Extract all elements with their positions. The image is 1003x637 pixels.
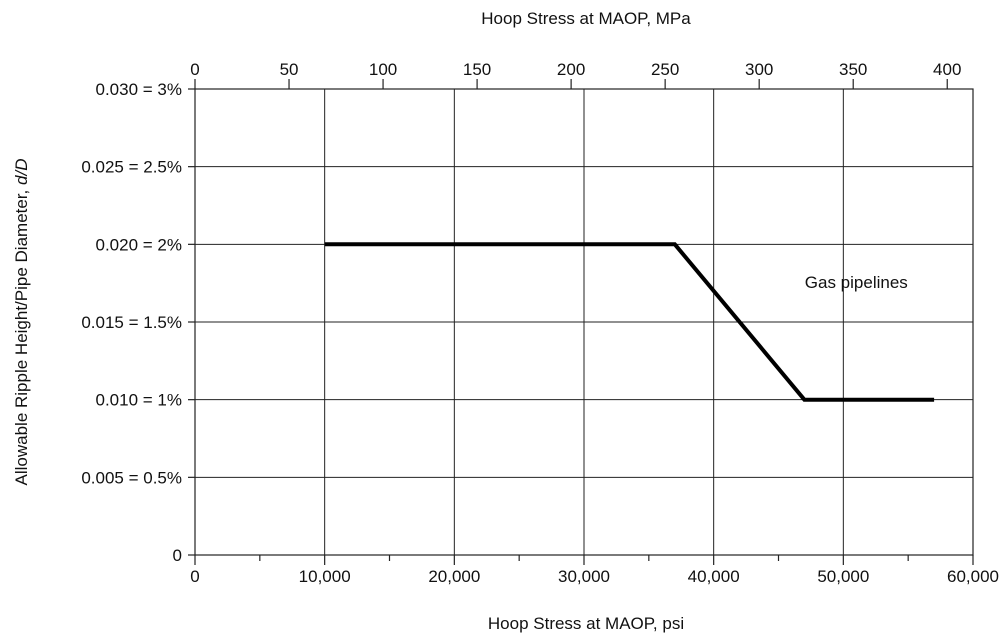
- x-top-tick-label: 100: [369, 60, 397, 79]
- y-tick-label: 0.005 = 0.5%: [81, 468, 182, 487]
- x-bottom-tick-label: 50,000: [817, 567, 869, 586]
- x-top-tick-label: 250: [651, 60, 679, 79]
- y-axis-title: Allowable Ripple Height/Pipe Diameter, d…: [12, 159, 31, 486]
- x-top-tick-label: 200: [557, 60, 585, 79]
- x-top-tick-label: 150: [463, 60, 491, 79]
- y-tick-label: 0.030 = 3%: [96, 80, 183, 99]
- x-bottom-tick-label: 30,000: [558, 567, 610, 586]
- tick-labels: 0 10,000 20,000 30,000 40,000 50,000 60,000 0 0.…: [81, 60, 999, 586]
- x-top-tick-label: 350: [839, 60, 867, 79]
- x-top-tick-label: 400: [933, 60, 961, 79]
- x-bottom-tick-label: 0: [190, 567, 199, 586]
- x-top-tick-label: 300: [745, 60, 773, 79]
- y-tick-label: 0.020 = 2%: [96, 235, 183, 254]
- bottom-axis-title: Hoop Stress at MAOP, psi: [488, 614, 684, 633]
- grid-lines: [195, 89, 973, 555]
- x-top-tick-label: 0: [190, 60, 199, 79]
- series-line: [324, 242, 935, 402]
- x-bottom-tick-label: 40,000: [688, 567, 740, 586]
- x-bottom-tick-label: 60,000: [947, 567, 999, 586]
- x-bottom-tick-label: 10,000: [299, 567, 351, 586]
- top-axis-title: Hoop Stress at MAOP, MPa: [481, 9, 691, 28]
- axis-ticks: [188, 79, 974, 565]
- y-tick-label: 0.010 = 1%: [96, 391, 183, 410]
- plot-frame: [194, 88, 974, 556]
- y-axis-title-italic: d/D: [12, 159, 31, 185]
- y-tick-label: 0.025 = 2.5%: [81, 158, 182, 177]
- x-top-tick-label: 50: [280, 60, 299, 79]
- y-axis-title-main: Allowable Ripple Height/Pipe Diameter,: [12, 185, 31, 486]
- x-bottom-tick-label: 20,000: [428, 567, 480, 586]
- annotation-gas-pipelines: Gas pipelines: [805, 273, 908, 292]
- y-tick-label: 0: [173, 546, 182, 565]
- y-tick-label: 0.015 = 1.5%: [81, 313, 182, 332]
- series-layer: [324, 242, 935, 402]
